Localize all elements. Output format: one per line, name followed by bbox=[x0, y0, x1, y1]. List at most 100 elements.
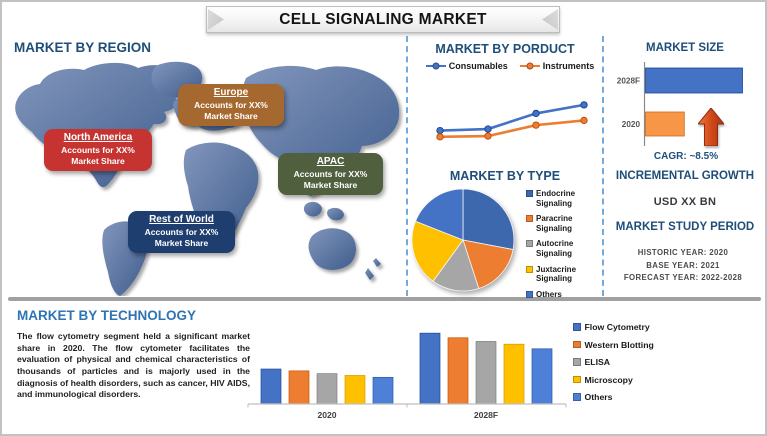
incremental-growth-value: USD XX BN bbox=[653, 196, 717, 208]
region-heading: MARKET BY REGION bbox=[14, 40, 152, 55]
pie-legend-label: Others bbox=[536, 289, 562, 299]
pie-legend-item: Autocrine Signaling bbox=[526, 239, 602, 258]
technology-bar-chart: 2020 2028F bbox=[247, 332, 567, 420]
market-size-heading: MARKET SIZE bbox=[646, 42, 724, 54]
technology-legend: Flow Cytometry Western Blotting ELISA Micro… bbox=[573, 322, 763, 410]
line-legend-item: Consumables bbox=[425, 61, 508, 71]
study-period-lines: HISTORIC YEAR: 2020 BASE YEAR: 2021 FORE… bbox=[600, 247, 765, 285]
legend-swatch-icon bbox=[526, 265, 533, 273]
type-pie-legend: Endocrine Signaling Paracrine Signaling Au… bbox=[526, 189, 602, 305]
region-name: APAC bbox=[316, 156, 345, 167]
legend-swatch-icon bbox=[573, 393, 581, 401]
pie-slice-paracrine-signaling bbox=[462, 239, 514, 290]
pie-legend-item: Juxtacrine Signaling bbox=[526, 265, 602, 284]
region-share-line: Market Share bbox=[154, 237, 209, 248]
line-series-instruments bbox=[436, 116, 588, 141]
page-title: CELL SIGNALING MARKET bbox=[279, 10, 487, 28]
region-name: North America bbox=[63, 132, 133, 143]
region-share-line: Accounts for XX% bbox=[144, 226, 219, 237]
line-marker-icon bbox=[425, 62, 446, 70]
legend-swatch-icon bbox=[573, 323, 581, 331]
tech-bar-western-blotting-2020 bbox=[288, 370, 310, 405]
tech-legend-label: Western Blotting bbox=[584, 339, 654, 350]
legend-swatch-icon bbox=[573, 340, 581, 349]
region-share-line: Accounts for XX% bbox=[194, 99, 268, 110]
tech-legend-item: Western Blotting bbox=[573, 340, 763, 350]
tech-bar-flow-cytometry-2028f bbox=[419, 332, 441, 405]
tech-bar-western-blotting-2028f bbox=[447, 337, 469, 405]
pie-slice-others bbox=[415, 188, 464, 241]
region-share-line: Market Share bbox=[204, 110, 258, 121]
callout-europe: Europe Accounts for XX% Market Share bbox=[178, 84, 284, 127]
legend-swatch-icon bbox=[573, 358, 581, 366]
tech-legend-label: Flow Cytometry bbox=[584, 322, 650, 332]
line-legend-item: Instruments bbox=[519, 61, 595, 71]
legend-swatch-icon bbox=[526, 290, 533, 298]
study-period-line: BASE YEAR: 2021 bbox=[646, 260, 720, 270]
tech-legend-item: Others bbox=[573, 392, 763, 402]
technology-heading: MARKET BY TECHNOLOGY bbox=[17, 308, 197, 323]
pie-legend-item: Others bbox=[526, 290, 602, 300]
legend-swatch-icon bbox=[526, 190, 533, 197]
legend-swatch-icon bbox=[526, 240, 533, 248]
pie-slice-juxtacrine-signaling bbox=[411, 220, 464, 282]
legend-swatch-icon bbox=[573, 375, 581, 384]
pie-slice-endocrine-signaling bbox=[462, 188, 515, 251]
pie-slice-autocrine-signaling bbox=[432, 239, 480, 292]
size-bar-label: 2020 bbox=[622, 120, 641, 129]
product-line-legend: Consumables Instruments bbox=[422, 61, 598, 71]
region-share-line: Market Share bbox=[303, 179, 358, 190]
size-bar-2028f bbox=[645, 67, 743, 94]
vertical-divider bbox=[406, 36, 408, 296]
tech-bar-microscopy-2020 bbox=[344, 375, 366, 405]
product-heading: MARKET BY PORDUCT bbox=[435, 42, 575, 56]
tech-bar-others-2028f bbox=[531, 348, 553, 405]
line-legend-label: Instruments bbox=[542, 61, 595, 71]
region-share-line: Accounts for XX% bbox=[61, 144, 135, 155]
tech-legend-label: ELISA bbox=[584, 357, 611, 367]
callout-apac: APAC Accounts for XX% Market Share bbox=[278, 153, 383, 196]
cagr-label: CAGR: ~8.5% bbox=[653, 151, 719, 162]
tech-legend-item: Microscopy bbox=[573, 375, 763, 385]
line-series-consumables bbox=[436, 101, 588, 135]
tech-bar-others-2020 bbox=[372, 376, 394, 405]
growth-arrow-icon bbox=[698, 108, 724, 146]
callout-rest-of-world: Rest of World Accounts for XX% Market Sh… bbox=[128, 211, 235, 254]
region-share-line: Accounts for XX% bbox=[293, 168, 368, 179]
size-bar-label: 2028F bbox=[617, 77, 640, 86]
market-size-bar-chart: 2028F 2020 bbox=[617, 62, 743, 146]
product-line-chart bbox=[436, 101, 588, 141]
region-name: Europe bbox=[213, 87, 249, 98]
pie-legend-item: Paracrine Signaling bbox=[526, 214, 602, 233]
region-name: Rest of World bbox=[149, 214, 214, 225]
pie-legend-label: Autocrine Signaling bbox=[536, 239, 574, 258]
pie-legend-label: Juxtacrine Signaling bbox=[536, 264, 577, 284]
tech-group-label: 2020 bbox=[317, 410, 336, 420]
pie-legend-label: Endocrine Signaling bbox=[536, 189, 576, 208]
legend-swatch-icon bbox=[526, 215, 533, 223]
tech-legend-item: ELISA bbox=[573, 357, 763, 367]
tech-bar-elisa-2028f bbox=[475, 341, 497, 405]
tech-group-label: 2028F bbox=[474, 410, 498, 420]
pie-legend-label: Paracrine Signaling bbox=[536, 214, 573, 233]
region-share-line: Market Share bbox=[71, 155, 125, 166]
type-pie-chart bbox=[411, 188, 515, 292]
study-period-line: HISTORIC YEAR: 2020 bbox=[637, 248, 729, 257]
size-bar-2020 bbox=[645, 111, 685, 137]
tech-bar-elisa-2020 bbox=[316, 373, 338, 405]
technology-paragraph: The flow cytometry segment held a signif… bbox=[17, 331, 250, 400]
horizontal-separator bbox=[8, 297, 761, 301]
vertical-divider bbox=[602, 36, 604, 296]
line-legend-label: Consumables bbox=[448, 61, 508, 71]
tech-legend-label: Others bbox=[584, 392, 613, 402]
study-period-line: FORECAST YEAR: 2022-2028 bbox=[623, 273, 743, 282]
line-marker-icon bbox=[519, 62, 540, 70]
incremental-growth-heading: INCREMENTAL GROWTH bbox=[615, 170, 755, 182]
pie-legend-item: Endocrine Signaling bbox=[526, 189, 602, 208]
tech-legend-item: Flow Cytometry bbox=[573, 322, 763, 332]
title-banner: CELL SIGNALING MARKET bbox=[206, 6, 560, 33]
tech-legend-label: Microscopy bbox=[584, 374, 633, 385]
callout-north-america: North America Accounts for XX% Market Sh… bbox=[44, 129, 152, 172]
tech-bar-flow-cytometry-2020 bbox=[260, 368, 282, 405]
